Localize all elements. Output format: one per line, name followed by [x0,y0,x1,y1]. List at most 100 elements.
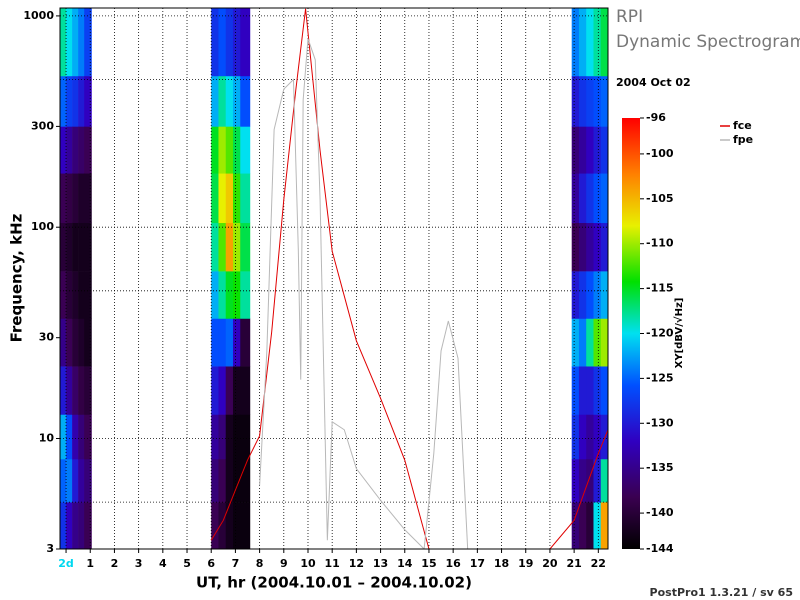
spectrogram-cell [240,271,251,319]
spectrogram-cell [60,8,67,77]
spectrogram-cell [225,222,234,272]
colorbar [622,118,640,549]
spectrogram-cell [218,414,227,460]
spectrogram-cell [578,414,587,460]
spectrogram-cell [578,318,587,367]
spectrogram-cell [78,8,85,77]
spectrogram-cell [600,366,608,415]
spectrogram-cell [240,414,251,460]
spectrogram-cell [218,318,227,367]
spectrogram-cell [240,318,251,367]
spectrogram-cell [66,126,73,174]
spectrogram-cell [78,222,85,272]
spectrogram-cell [78,173,85,224]
spectrogram-cell [84,458,92,503]
x-tick-label: 6 [207,557,215,570]
spectrogram-cell [240,366,251,415]
spectrogram-cell [593,414,602,460]
spectrogram-cell [586,366,594,415]
spectrogram-cell [232,366,241,415]
spectrogram-cell [593,458,602,503]
spectrogram-cell [66,502,73,549]
spectrogram-cell [240,126,251,174]
x-tick-label: 2d [58,557,74,570]
spectrogram-cell [225,502,234,549]
x-tick-label: 2 [111,557,119,570]
spectrogram-cell [66,173,73,224]
spectrogram-cell [240,75,251,127]
spectrogram-cell [571,458,580,503]
spectrogram-cell [232,126,241,174]
x-tick-label: 22 [591,557,606,570]
spectrogram-cell [593,271,602,319]
chart-subtitle: Dynamic Spectrogram [616,32,800,52]
spectrogram-cell [586,271,594,319]
spectrogram-cell [218,458,227,503]
spectrogram-cell [84,75,92,127]
spectrogram-cell [60,502,67,549]
spectrogram-cell [72,271,79,319]
spectrogram-cell [225,8,234,77]
line [210,8,430,549]
spectrogram-cell [218,366,227,415]
spectrogram-cell [225,414,234,460]
x-tick-label: 11 [325,557,340,570]
spectrogram-cell [571,222,580,272]
spectrogram-cell [571,271,580,319]
spectrogram-cell [571,502,580,549]
spectrogram-cell [240,458,251,503]
spectrogram-cell [60,318,67,367]
x-tick-label: 5 [183,557,191,570]
x-tick-label: 16 [446,557,462,570]
spectrogram-cell [600,502,608,549]
spectrogram-cell [571,8,580,77]
spectrogram-cell [84,222,92,272]
spectrogram-cell [72,414,79,460]
spectrogram-cell [60,414,67,460]
spectrogram-cell [84,8,92,77]
spectrogram-cell [593,173,602,224]
x-tick-label: 10 [300,557,316,570]
spectrogram-cell [211,271,219,319]
x-tick-label: 3 [135,557,143,570]
spectrogram-cell [60,75,67,127]
spectrogram-cell [232,271,241,319]
spectrogram-cell [593,366,602,415]
spectrogram-cell [211,8,219,77]
spectrogram-cell [211,222,219,272]
spectrogram-cell [78,126,85,174]
spectrogram-cell [218,271,227,319]
spectrogram-cell [218,173,227,224]
spectrogram-cell [66,222,73,272]
spectrogram-cell [72,458,79,503]
spectrogram-cell [571,126,580,174]
colorbar-tick-label: -130 [646,416,674,429]
spectrogram-cell [240,173,251,224]
x-tick-label: 7 [232,557,240,570]
spectrogram-cell [232,414,241,460]
spectrogram-cell [232,173,241,224]
colorbar-tick-label: -120 [646,327,674,340]
spectrogram-cell [571,366,580,415]
spectrogram-cell [78,458,85,503]
spectrogram-cell [218,502,227,549]
spectrogram-cell [586,75,594,127]
spectrogram-cell [578,271,587,319]
spectrogram-cell [72,126,79,174]
spectrogram-cell [66,75,73,127]
line [549,429,608,549]
spectrogram-cell [78,414,85,460]
spectrogram-cell [578,8,587,77]
spectrogram-cell [571,318,580,367]
spectrogram-cell [593,222,602,272]
spectrogram-cell [72,8,79,77]
spectrogram-cell [211,173,219,224]
date: 2004 Oct 02 [616,76,691,89]
spectrogram-cell [84,126,92,174]
spectrogram-cell [593,8,602,77]
spectrogram-cell [72,173,79,224]
spectrogram-cell [571,173,580,224]
spectrogram-cell [84,366,92,415]
spectrogram-cell [66,458,73,503]
colorbar-tick-label: -100 [646,147,674,160]
